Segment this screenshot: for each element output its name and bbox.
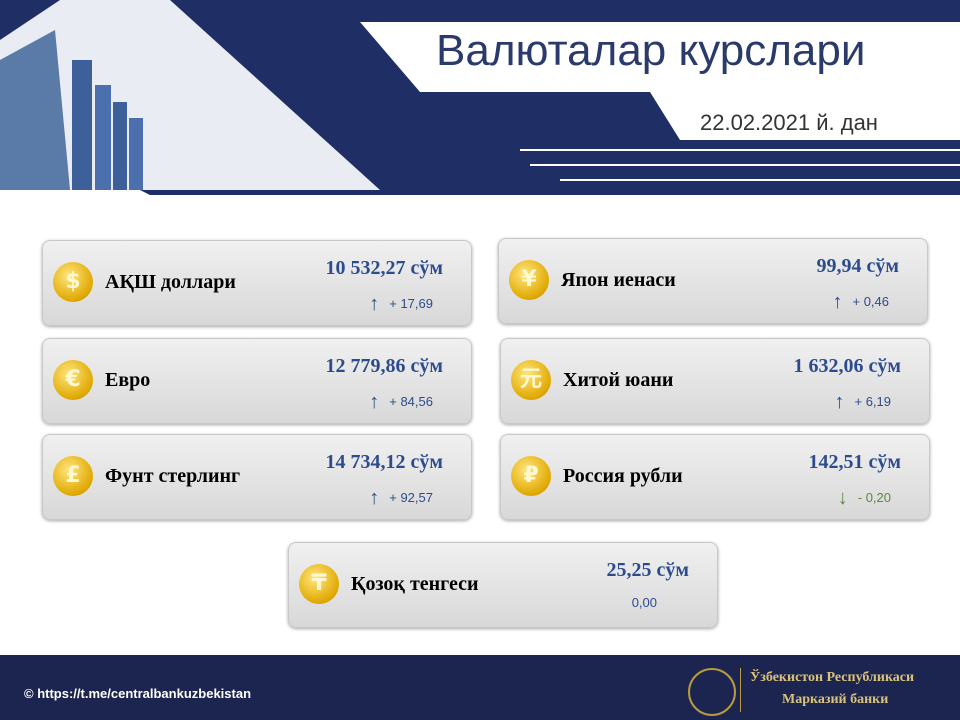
currency-icon: ₸ [299,564,339,604]
change-value: + 92,57 [389,490,433,505]
currency-name: Қозоқ тенгеси [351,573,479,595]
currency-rate: 10 532,27 сўм [325,257,444,279]
currency-icon: $ [53,262,93,302]
currency-name: Россия рубли [563,465,683,487]
change-arrow: ↓ [837,487,848,509]
currency-name: Хитой юани [563,369,674,391]
currency-change: ↑ + 17,69 [369,293,433,316]
change-value: + 6,19 [854,394,891,409]
date: 22.02.2021 й. дан [700,110,878,135]
currency-rate: 12 779,86 сўм [325,355,444,377]
currency-change: ↑ + 84,56 [369,391,433,414]
currency-rate: 99,94 сўм [816,255,900,277]
currency-name: Япон иенаси [561,269,676,291]
currency-change: ↓ - 0,20 [838,487,891,510]
currency-change: 0,00 [632,595,657,610]
currency-icon: ₽ [511,456,551,496]
change-arrow: ↑ [832,291,843,313]
bank-name: Ўзбекистон Республикаси [750,670,915,685]
currency-rate: 1 632,06 сўм [793,355,902,377]
change-arrow: ↑ [369,293,380,315]
currency-name: Фунт стерлинг [105,465,241,487]
change-value: + 17,69 [389,296,433,311]
currency-icon: £ [53,456,93,496]
currency-icon: 元 [511,360,551,400]
currency-card: € Евро 12 779,86 сўм ↑ + 84,56 [42,338,472,424]
currency-name: Евро [105,369,151,391]
title: Валюталар курслари [436,26,866,75]
currency-name: АҚШ доллари [105,271,236,293]
currency-change: ↑ + 0,46 [832,291,889,314]
header-background [0,0,960,195]
bank-logo [688,668,736,716]
currency-icon: € [53,360,93,400]
change-arrow: ↑ [369,487,380,509]
divider [740,668,741,712]
currency-card: ¥ Япон иенаси 99,94 сўм ↑ + 0,46 [498,238,928,324]
currency-card: ₽ Россия рубли 142,51 сўм ↓ - 0,20 [500,434,930,520]
currency-card: $ АҚШ доллари 10 532,27 сўм ↑ + 17,69 [42,240,472,326]
currency-card: ₸ Қозоқ тенгеси 25,25 сўм 0,00 [288,542,718,628]
currency-card: £ Фунт стерлинг 14 734,12 сўм ↑ + 92,57 [42,434,472,520]
currency-rate: 25,25 сўм [606,559,690,581]
change-value: + 0,46 [852,294,889,309]
change-arrow: ↑ [834,391,845,413]
change-value: 0,00 [631,595,657,610]
currency-change: ↑ + 92,57 [369,487,433,510]
change-value: + 84,56 [389,394,433,409]
currency-rate: 142,51 сўм [808,451,902,473]
footer-bar [0,655,960,720]
currency-icon: ¥ [509,260,549,300]
currency-card: 元 Хитой юани 1 632,06 сўм ↑ + 6,19 [500,338,930,424]
currency-rate: 14 734,12 сўм [325,451,444,473]
footer-link[interactable]: © https://t.me/centralbankuzbekistan [24,686,252,701]
change-value: - 0,20 [857,490,891,505]
currency-change: ↑ + 6,19 [834,391,891,414]
bank-name: Марказий банки [782,692,889,707]
change-arrow: ↑ [369,391,380,413]
